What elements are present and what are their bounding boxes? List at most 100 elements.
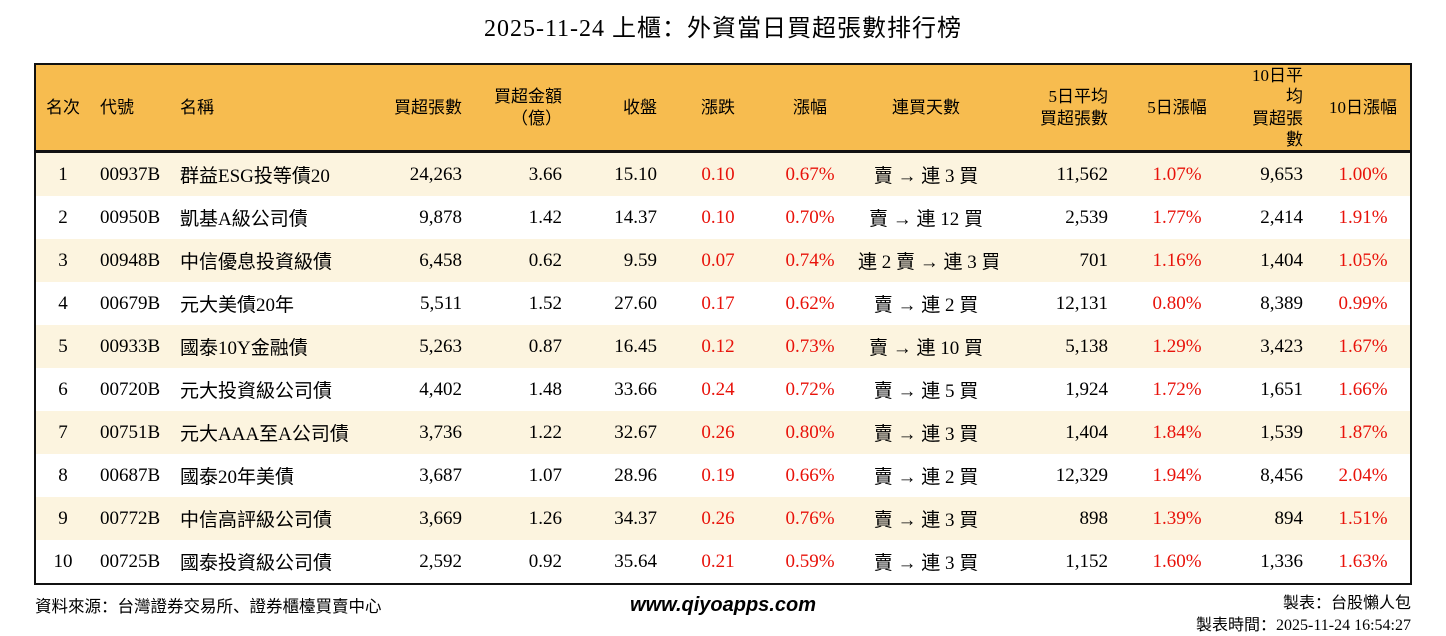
avg5-net-buy-cell: 1,152 xyxy=(1065,550,1108,572)
col-header-avg5-net-buy: 5日平均 買超張數 xyxy=(998,64,1121,154)
net-buy-volume-cell: 3,669 xyxy=(419,507,462,529)
net-buy-amount-cell: 0.62 xyxy=(528,249,562,271)
avg5-net-buy-cell: 1,404 xyxy=(1065,421,1108,443)
net-buy-amount-cell: 1.22 xyxy=(528,421,562,443)
avg10-net-buy-cell: 1,539 xyxy=(1260,421,1303,443)
pct10-cell: 1.00% xyxy=(1338,163,1388,185)
avg10-net-buy-cell: 8,456 xyxy=(1260,464,1303,486)
close-cell: 9.59 xyxy=(623,249,657,271)
net-buy-volume-cell: 6,458 xyxy=(419,249,462,271)
rank-cell: 3 xyxy=(58,249,68,271)
rank-cell: 2 xyxy=(58,206,68,228)
col-header-net-buy-volume: 買超張數 xyxy=(375,64,475,154)
rank-cell: 8 xyxy=(58,464,68,486)
pct10-cell: 1.66% xyxy=(1338,378,1388,400)
pct5-cell: 1.94% xyxy=(1152,464,1202,486)
code-cell: 00679B xyxy=(100,292,161,314)
avg10-net-buy-cell: 1,336 xyxy=(1260,550,1303,572)
col-header-name: 名稱 xyxy=(170,64,375,154)
col-header-rank: 名次 xyxy=(35,64,90,154)
rank-cell: 4 xyxy=(58,292,68,314)
change-cell: 0.26 xyxy=(701,507,735,529)
col-header-pct10: 10日漲幅 xyxy=(1316,64,1411,154)
rank-cell: 1 xyxy=(58,163,68,185)
net-buy-volume-cell: 2,592 xyxy=(419,550,462,572)
avg5-net-buy-cell: 1,924 xyxy=(1065,378,1108,400)
code-cell: 00772B xyxy=(100,507,161,529)
net-buy-volume-cell: 5,263 xyxy=(419,335,462,357)
ranking-table: 名次 代號 名稱 買超張數 買超金額 （億） 收盤 漲跌 漲幅 連買天數 5日平均 買超張數 5日漲… xyxy=(34,63,1412,586)
close-cell: 35.64 xyxy=(614,550,657,572)
name-cell: 國泰10Y金融債 xyxy=(180,338,308,360)
code-cell: 00751B xyxy=(100,421,161,443)
avg5-net-buy-cell: 5,138 xyxy=(1065,335,1108,357)
name-cell: 元大美債20年 xyxy=(180,295,295,317)
net-buy-amount-cell: 1.07 xyxy=(528,464,562,486)
avg5-net-buy-cell: 898 xyxy=(1079,507,1109,529)
col-header-net-buy-amount: 買超金額 （億） xyxy=(475,64,575,154)
pct10-cell: 2.04% xyxy=(1338,464,1388,486)
col-header-pct5: 5日漲幅 xyxy=(1121,64,1233,154)
data-source-label: 資料來源：台灣證券交易所、證券櫃檯買賣中心 xyxy=(35,597,382,617)
change-cell: 0.24 xyxy=(701,378,735,400)
pct10-cell: 1.87% xyxy=(1338,421,1388,443)
change-cell: 0.26 xyxy=(701,421,735,443)
change-cell: 0.12 xyxy=(701,335,735,357)
avg10-net-buy-cell: 1,404 xyxy=(1260,249,1303,271)
close-cell: 28.96 xyxy=(614,464,657,486)
code-cell: 00937B xyxy=(100,163,161,185)
pct5-cell: 1.72% xyxy=(1152,378,1202,400)
code-cell: 00950B xyxy=(100,206,161,228)
buy-streak-cell: 賣 → 連 3 買 xyxy=(873,510,979,532)
code-cell: 00933B xyxy=(100,335,161,357)
name-cell: 凱基A級公司債 xyxy=(180,209,308,231)
code-cell: 00725B xyxy=(100,550,161,572)
table-row: 4 00679B 元大美債20年 5,511 1.52 27.60 0.17 0.62% 賣 →… xyxy=(35,282,1411,326)
buy-streak-cell: 賣 → 連 2 買 xyxy=(873,467,979,489)
pct5-cell: 1.29% xyxy=(1152,335,1202,357)
pct5-cell: 1.77% xyxy=(1152,206,1202,228)
code-cell: 00948B xyxy=(100,249,161,271)
rank-cell: 5 xyxy=(58,335,68,357)
change-cell: 0.21 xyxy=(701,550,735,572)
change-pct-cell: 0.80% xyxy=(785,421,835,443)
table-body: 1 00937B 群益ESG投等債20 24,263 3.66 15.10 0.10 0.67… xyxy=(35,151,1411,585)
generated-time-label: 製表時間：2025-11-24 16:54:27 xyxy=(1196,616,1411,634)
net-buy-volume-cell: 24,263 xyxy=(409,163,462,185)
table-row: 2 00950B 凱基A級公司債 9,878 1.42 14.37 0.10 0.70% 賣 →… xyxy=(35,196,1411,240)
col-header-buy-streak: 連買天數 xyxy=(854,64,998,154)
net-buy-volume-cell: 9,878 xyxy=(419,206,462,228)
avg10-net-buy-cell: 9,653 xyxy=(1260,163,1303,185)
pct5-cell: 1.60% xyxy=(1152,550,1202,572)
code-cell: 00720B xyxy=(100,378,161,400)
table-row: 5 00933B 國泰10Y金融債 5,263 0.87 16.45 0.12 0.73% 賣 … xyxy=(35,325,1411,369)
buy-streak-cell: 賣 → 連 12 買 xyxy=(868,209,983,231)
pct10-cell: 1.63% xyxy=(1338,550,1388,572)
change-cell: 0.10 xyxy=(701,163,735,185)
pct5-cell: 1.16% xyxy=(1152,249,1202,271)
name-cell: 中信高評級公司債 xyxy=(180,510,333,532)
avg10-net-buy-cell: 3,423 xyxy=(1260,335,1303,357)
avg10-net-buy-cell: 1,651 xyxy=(1260,378,1303,400)
buy-streak-cell: 賣 → 連 10 買 xyxy=(868,338,983,360)
net-buy-volume-cell: 3,687 xyxy=(419,464,462,486)
change-pct-cell: 0.76% xyxy=(785,507,835,529)
rank-cell: 7 xyxy=(58,421,68,443)
pct10-cell: 1.51% xyxy=(1338,507,1388,529)
net-buy-amount-cell: 0.92 xyxy=(528,550,562,572)
name-cell: 國泰20年美債 xyxy=(180,467,295,489)
net-buy-amount-cell: 1.26 xyxy=(528,507,562,529)
avg5-net-buy-cell: 701 xyxy=(1079,249,1109,271)
net-buy-amount-cell: 1.42 xyxy=(528,206,562,228)
close-cell: 34.37 xyxy=(614,507,657,529)
change-pct-cell: 0.67% xyxy=(785,163,835,185)
buy-streak-cell: 賣 → 連 3 買 xyxy=(873,166,979,188)
pct5-cell: 1.39% xyxy=(1152,507,1202,529)
table-row: 1 00937B 群益ESG投等債20 24,263 3.66 15.10 0.10 0.67… xyxy=(35,151,1411,197)
net-buy-amount-cell: 1.48 xyxy=(528,378,562,400)
pct10-cell: 1.67% xyxy=(1338,335,1388,357)
change-pct-cell: 0.59% xyxy=(785,550,835,572)
close-cell: 16.45 xyxy=(614,335,657,357)
net-buy-volume-cell: 4,402 xyxy=(419,378,462,400)
author-label: 製表：台股懶人包 xyxy=(1282,595,1411,613)
